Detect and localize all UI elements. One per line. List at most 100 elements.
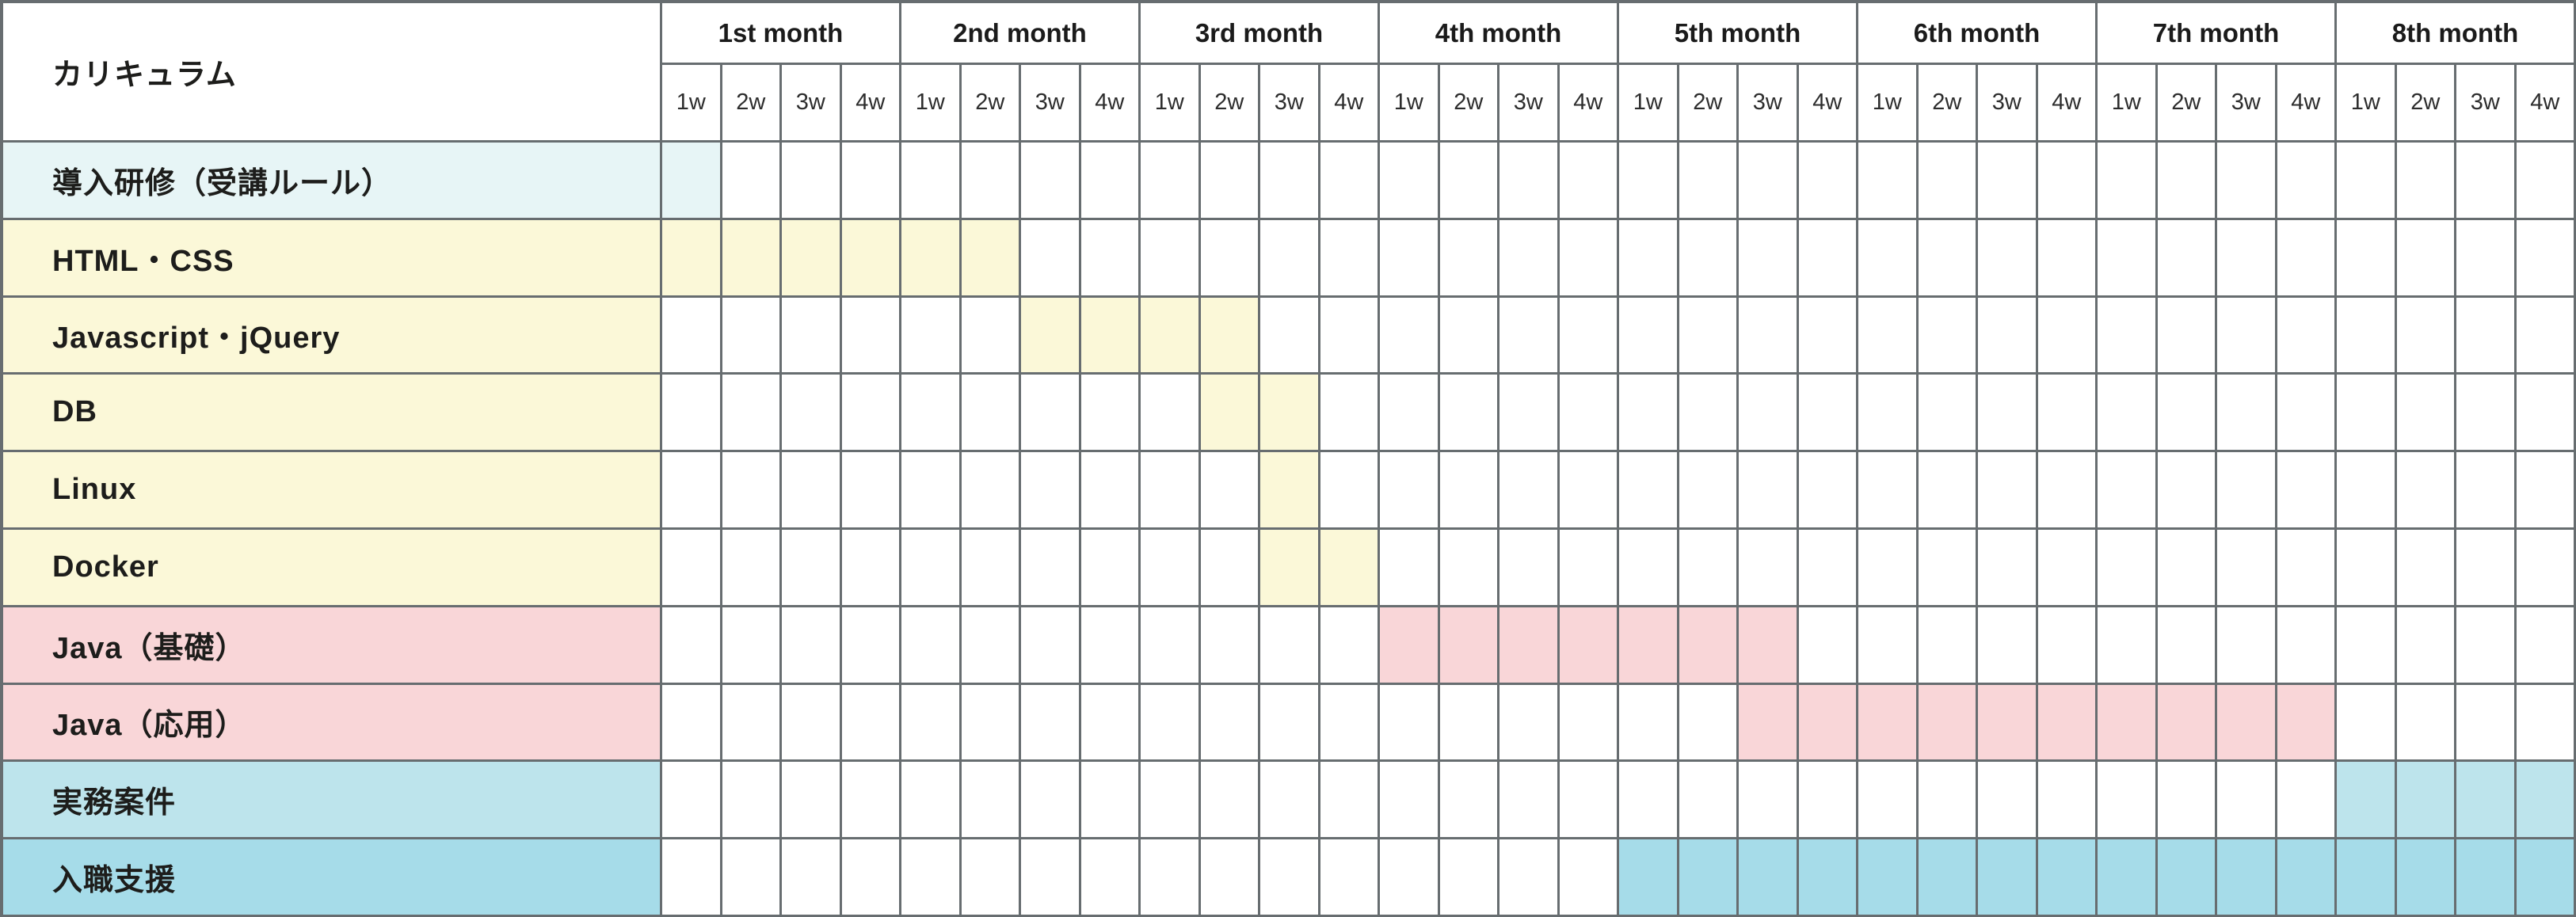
grid-cell <box>1978 143 2038 220</box>
grid-cell <box>1080 762 1141 840</box>
gantt-bar-cell <box>1858 839 1919 917</box>
week-header: 1w <box>901 65 962 143</box>
gantt-bar-cell <box>1260 375 1320 453</box>
grid-cell <box>841 684 901 763</box>
gantt-bar-cell <box>782 219 842 298</box>
grid-cell <box>722 530 782 607</box>
gantt-bar-cell <box>961 219 1021 298</box>
grid-cell <box>2157 143 2217 220</box>
grid-cell <box>1439 762 1499 840</box>
grid-cell <box>2037 375 2098 453</box>
grid-cell <box>961 530 1021 607</box>
grid-cell <box>2277 375 2337 453</box>
grid-cell <box>782 607 842 685</box>
grid-cell <box>2516 297 2576 375</box>
grid-cell <box>2157 297 2217 375</box>
grid-cell <box>1080 530 1141 607</box>
grid-cell <box>1021 375 1081 453</box>
grid-cell <box>1978 530 2038 607</box>
grid-cell <box>1978 607 2038 685</box>
grid-cell <box>1380 684 1440 763</box>
grid-cell <box>1619 143 1679 220</box>
grid-cell <box>1080 607 1141 685</box>
grid-cell <box>2098 452 2158 530</box>
grid-cell <box>1858 762 1919 840</box>
grid-cell <box>662 607 722 685</box>
row-label: Java（基礎） <box>3 607 662 685</box>
gantt-bar-cell <box>1021 297 1081 375</box>
week-header: 2w <box>2157 65 2217 143</box>
grid-cell <box>841 530 901 607</box>
gantt-bar-cell <box>1679 607 1739 685</box>
grid-cell <box>1798 297 1858 375</box>
gantt-bar-cell <box>1380 607 1440 685</box>
week-header: 1w <box>2098 65 2158 143</box>
grid-cell <box>2516 219 2576 298</box>
grid-cell <box>1798 762 1858 840</box>
week-header: 1w <box>1619 65 1679 143</box>
grid-cell <box>2456 219 2517 298</box>
gantt-bar-cell <box>2098 839 2158 917</box>
gantt-bar-cell <box>2037 684 2098 763</box>
grid-cell <box>1858 143 1919 220</box>
week-header: 2w <box>961 65 1021 143</box>
grid-cell <box>1499 762 1560 840</box>
week-header: 1w <box>662 65 722 143</box>
grid-cell <box>961 297 1021 375</box>
grid-cell <box>901 530 962 607</box>
gantt-bar-cell <box>2337 762 2397 840</box>
row-label: 導入研修（受講ルール） <box>3 143 662 220</box>
grid-cell <box>662 530 722 607</box>
grid-cell <box>1798 143 1858 220</box>
row-label: DB <box>3 375 662 453</box>
grid-cell <box>1559 839 1619 917</box>
week-header: 4w <box>1798 65 1858 143</box>
grid-cell <box>1858 219 1919 298</box>
row-label: Linux <box>3 452 662 530</box>
grid-cell <box>961 607 1021 685</box>
grid-cell <box>722 297 782 375</box>
grid-cell <box>2098 219 2158 298</box>
week-header: 4w <box>1320 65 1380 143</box>
grid-cell <box>782 375 842 453</box>
gantt-bar-cell <box>2337 839 2397 917</box>
grid-cell <box>2037 143 2098 220</box>
grid-cell <box>1679 375 1739 453</box>
table-title: カリキュラム <box>3 3 662 143</box>
grid-cell <box>1679 530 1739 607</box>
grid-cell <box>1978 375 2038 453</box>
grid-cell <box>1918 530 1978 607</box>
grid-cell <box>1080 219 1141 298</box>
grid-cell <box>2456 297 2517 375</box>
month-header: 4th month <box>1380 3 1619 65</box>
grid-cell <box>1141 762 1201 840</box>
grid-cell <box>1798 375 1858 453</box>
gantt-bar-cell <box>1619 607 1679 685</box>
grid-cell <box>1978 452 2038 530</box>
grid-cell <box>2337 143 2397 220</box>
grid-cell <box>1619 452 1679 530</box>
grid-cell <box>841 297 901 375</box>
grid-cell <box>2337 452 2397 530</box>
grid-cell <box>1380 452 1440 530</box>
grid-cell <box>1499 684 1560 763</box>
grid-cell <box>2516 684 2576 763</box>
week-header: 3w <box>2217 65 2277 143</box>
grid-cell <box>1918 219 1978 298</box>
gantt-bar-cell <box>1080 297 1141 375</box>
gantt-bar-cell <box>1739 839 1799 917</box>
grid-cell <box>1499 219 1560 298</box>
grid-cell <box>2396 607 2456 685</box>
grid-cell <box>1858 607 1919 685</box>
grid-cell <box>1559 143 1619 220</box>
grid-cell <box>2098 297 2158 375</box>
grid-cell <box>2277 530 2337 607</box>
grid-cell <box>722 375 782 453</box>
grid-cell <box>2396 297 2456 375</box>
grid-cell <box>901 684 962 763</box>
gantt-bar-cell <box>1260 452 1320 530</box>
gantt-bar-cell <box>1260 530 1320 607</box>
grid-cell <box>1679 452 1739 530</box>
grid-cell <box>2217 452 2277 530</box>
grid-cell <box>1320 375 1380 453</box>
